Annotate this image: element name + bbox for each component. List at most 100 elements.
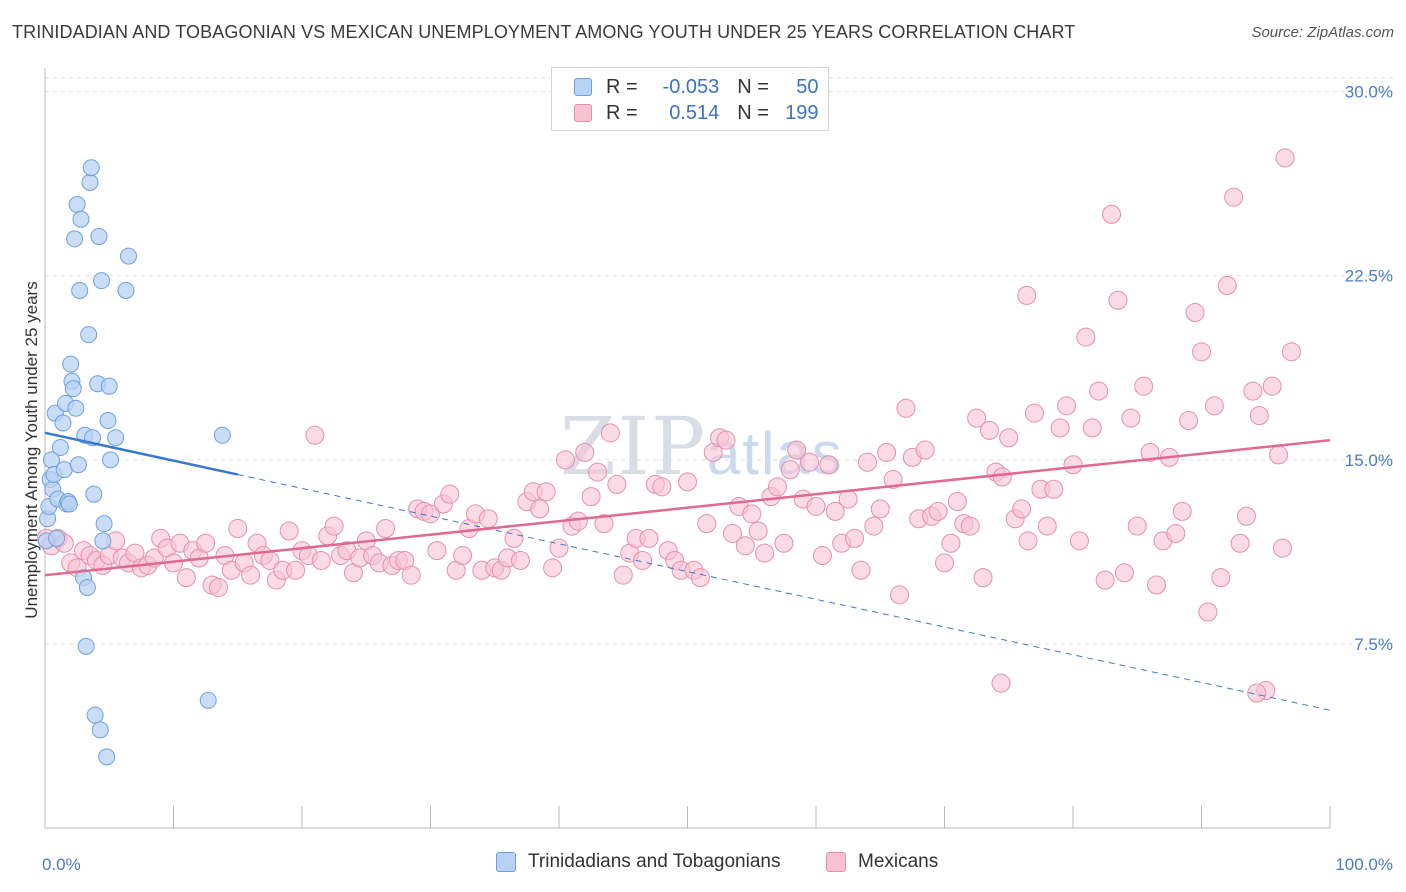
mexicans-trend [44,438,1331,577]
mexicans-point [697,514,717,534]
mexicans-point [324,516,344,536]
mexicans-point [1102,204,1122,224]
mexicans-point [196,533,216,553]
legend-n-value: 50 [796,75,819,98]
mexicans-point [1269,445,1289,465]
mexicans-point [973,568,993,588]
y-tick-label: 15.0% [1345,451,1393,470]
legend-swatch-pink [574,104,592,122]
mexicans-point [979,420,999,440]
mexicans-point [1211,568,1231,588]
mexicans-point [1012,499,1032,519]
mexicans-point [1172,501,1192,521]
mexicans-point [960,516,980,536]
series-swatch-blue [496,852,516,872]
mexicans-point [176,568,196,588]
trinidadian-points [37,159,231,766]
trinidadian-point [60,495,78,513]
mexicans-point [716,430,736,450]
trinidadian-point [54,414,72,432]
axes [44,68,1331,829]
mexicans-point [812,546,832,566]
series-legend-mexicans[interactable]: Mexicans [826,851,938,873]
mexicans-point [1050,418,1070,438]
x-tick-label: 0.0% [42,855,81,874]
mexicans-point [991,673,1011,693]
mexicans-point [568,511,588,531]
mexicans-point [915,440,935,460]
mexicans-point [857,452,877,472]
legend-swatch-blue [574,78,592,96]
chart-title: TRINIDADIAN AND TOBAGONIAN VS MEXICAN UN… [12,22,1076,42]
mexicans-point [633,550,653,570]
trinidadian-point [213,426,231,444]
mexicans-point [607,474,627,494]
mexicans-point [1082,418,1102,438]
trinidadian-point [48,529,66,547]
y-axis-label: Unemployment Among Youth under 25 years [22,281,41,618]
trinidadian-point [93,272,111,290]
mexicans-point [1275,148,1295,168]
mexicans-point [1134,376,1154,396]
trinidadian-point [77,637,95,655]
mexicans-point [530,499,550,519]
mexicans-point [800,452,820,472]
mexicans-point [652,477,672,497]
trinidadian-point [120,247,138,265]
mexicans-point [575,442,595,462]
mexicans-point [935,553,954,573]
mexicans-point [543,558,563,578]
mexicans-point [999,428,1019,448]
mexicans-point [722,523,742,543]
mexicans-point [1247,683,1267,703]
mexicans-point [311,550,331,570]
legend-r-value: -0.053 [662,75,720,98]
mexicans-point [1037,516,1057,536]
mexicans-point [453,546,473,566]
mexicans-point [1147,575,1167,595]
mexicans-point [588,462,608,482]
mexicans-point [1114,563,1134,583]
mexicans-point [1166,523,1186,543]
legend-n-label: N = [737,101,775,124]
trinidadian-point [67,399,85,417]
mexicans-point [1217,276,1237,296]
mexicans-point [1017,285,1037,305]
mexicans-point [613,565,633,585]
y-tick-label: 30.0% [1345,83,1393,102]
mexicans-point [241,565,261,585]
mexicans-point [755,543,775,563]
trinidadian-point [62,355,80,373]
mexicans-point [735,536,755,556]
series-legend-label: Trinidadians and Tobagonians [528,851,781,872]
mexicans-point [941,533,961,553]
mexicans-point [376,519,396,539]
mexicans-point [1057,396,1077,416]
series-legend-trinidadian[interactable]: Trinidadians and Tobagonians [496,851,780,873]
mexicans-point [890,585,910,605]
legend-n-value: 199 [785,101,819,124]
mexicans-point [555,450,575,470]
series-legend: Trinidadians and Tobagonians Mexicans [0,851,1406,879]
trinidadian-point [72,210,90,228]
mexicans-point [1272,538,1292,558]
trinidadian-point [66,230,84,248]
mexicans-point [877,442,897,462]
trinidadian-point [81,173,99,191]
mexicans-point [1069,531,1089,551]
trinidadian-point [117,281,135,299]
mexicans-point [510,550,530,570]
mexicans-point [581,487,601,507]
mexicans-point [1249,406,1269,426]
mexicans-point [279,521,299,541]
trinidadian-point [199,691,217,709]
mexicans-point [600,423,620,443]
legend-row-mexicans: R = 0.514 N = 199 [574,101,819,125]
mexicans-point [838,489,858,509]
mexicans-point [896,398,916,418]
mexicans-point [1185,303,1205,323]
mexicans-point [1140,442,1160,462]
legend-row-trinidadian: R = -0.053 N = 50 [574,75,819,99]
mexicans-point [967,408,987,428]
